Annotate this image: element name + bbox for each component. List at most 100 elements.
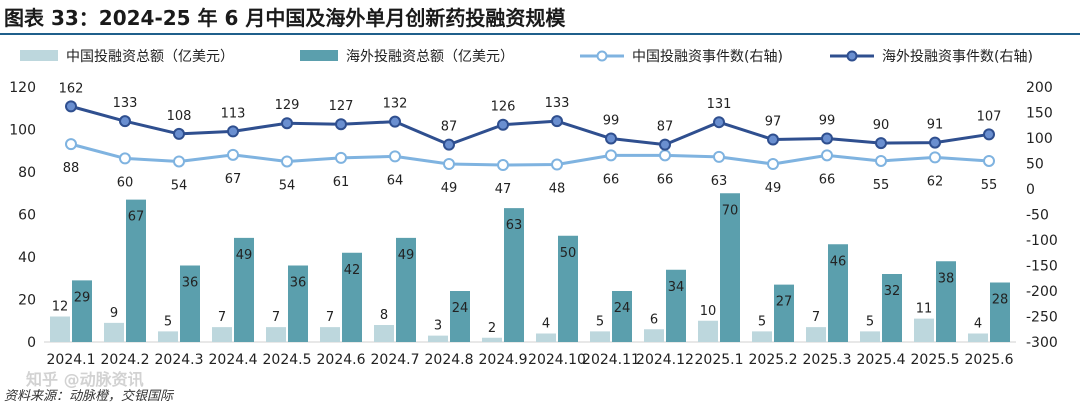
china-events-point bbox=[119, 152, 131, 165]
y-right-tick-label: -300 bbox=[1026, 335, 1058, 351]
legend-swatch-2 bbox=[300, 50, 338, 61]
bar-china-amount-label: 10 bbox=[700, 304, 717, 319]
overseas-events-point bbox=[605, 132, 617, 145]
bar-china-amount bbox=[752, 331, 772, 342]
bar-overseas-amount-label: 38 bbox=[938, 271, 955, 286]
overseas-events-point bbox=[983, 128, 995, 141]
china-events-point bbox=[497, 159, 509, 172]
bar-overseas-amount bbox=[936, 261, 956, 342]
overseas-events-label: 133 bbox=[113, 96, 138, 111]
y-left-tick-label: 100 bbox=[9, 123, 36, 139]
y-left-tick-label: 80 bbox=[18, 165, 36, 181]
bar-overseas-amount-label: 46 bbox=[830, 254, 847, 269]
x-tick-label: 2025.2 bbox=[749, 352, 798, 368]
bar-china-amount bbox=[698, 320, 718, 342]
bar-overseas-amount bbox=[342, 252, 362, 342]
bar-overseas-amount-label: 42 bbox=[344, 263, 361, 278]
bar-overseas-amount-label: 67 bbox=[128, 210, 145, 225]
bar-china-amount-label: 4 bbox=[974, 317, 982, 332]
bar-overseas-amount-label: 49 bbox=[236, 248, 253, 263]
overseas-events-label: 87 bbox=[657, 120, 674, 135]
bar-overseas-amount-label: 34 bbox=[668, 280, 685, 295]
legend-label-3: 中国投融资事件数(右轴) bbox=[632, 49, 783, 65]
x-tick-label: 2024.4 bbox=[209, 352, 258, 368]
china-events-point bbox=[983, 154, 995, 167]
bar-china-amount bbox=[374, 325, 394, 342]
china-events-point bbox=[875, 154, 887, 167]
bar-china-amount bbox=[590, 331, 610, 342]
bar-china-amount bbox=[320, 327, 340, 342]
overseas-events-label: 87 bbox=[441, 120, 458, 135]
y-right-tick-label: 0 bbox=[1026, 182, 1035, 198]
x-tick-label: 2024.3 bbox=[155, 352, 204, 368]
china-events-label: 67 bbox=[225, 172, 242, 187]
overseas-events-label: 127 bbox=[329, 99, 354, 114]
bar-china-amount-label: 5 bbox=[164, 314, 172, 329]
overseas-events-label: 132 bbox=[383, 97, 408, 112]
bar-overseas-amount-label: 70 bbox=[722, 203, 739, 218]
china-events-point bbox=[659, 149, 671, 162]
china-events-label: 66 bbox=[603, 172, 620, 187]
bar-overseas-amount bbox=[666, 269, 686, 342]
bar-china-amount bbox=[428, 335, 448, 342]
bar-china-amount-label: 9 bbox=[110, 306, 118, 321]
bar-china-amount-label: 5 bbox=[596, 314, 604, 329]
bar-china-amount bbox=[536, 333, 556, 342]
overseas-events-point bbox=[65, 100, 77, 113]
bar-overseas-amount bbox=[774, 284, 794, 342]
bar-china-amount-label: 11 bbox=[916, 302, 933, 317]
bar-overseas-amount bbox=[288, 265, 308, 342]
y-left-tick-label: 0 bbox=[27, 335, 36, 351]
watermark: 知乎 @动脉资讯 bbox=[26, 370, 144, 389]
bar-china-amount-label: 2 bbox=[488, 321, 496, 336]
bar-overseas-amount bbox=[720, 193, 740, 342]
x-tick-label: 2025.3 bbox=[803, 352, 852, 368]
bar-overseas-amount bbox=[504, 208, 524, 342]
china-events-label: 54 bbox=[279, 178, 296, 193]
bar-overseas-amount bbox=[612, 291, 632, 342]
x-tick-label: 2024.2 bbox=[101, 352, 150, 368]
overseas-events-line bbox=[70, 104, 990, 147]
y-right-tick-label: 100 bbox=[1026, 131, 1053, 147]
x-tick-label: 2024.12 bbox=[636, 352, 694, 368]
bar-overseas-amount bbox=[234, 237, 254, 342]
overseas-events-point bbox=[767, 133, 779, 146]
overseas-events-point bbox=[713, 116, 725, 129]
bar-china-amount-label: 6 bbox=[650, 312, 658, 327]
bar-overseas-amount-label: 24 bbox=[452, 301, 469, 316]
legend-marker-4 bbox=[846, 50, 858, 62]
chart-title: 图表 33：2024-25 年 6 月中国及海外单月创新药投融资规模 bbox=[4, 6, 566, 30]
overseas-events-label: 90 bbox=[873, 118, 890, 133]
china-events-label: 64 bbox=[387, 173, 404, 188]
bar-china-amount bbox=[860, 331, 880, 342]
china-events-point bbox=[173, 155, 185, 168]
y-right-tick-label: 150 bbox=[1026, 106, 1053, 122]
overseas-events-point bbox=[659, 138, 671, 151]
china-events-point bbox=[335, 151, 347, 164]
bar-overseas-amount bbox=[828, 244, 848, 342]
legend-marker-3 bbox=[596, 50, 608, 62]
legend-label-2: 海外投融资总额（亿美元） bbox=[346, 49, 514, 65]
bar-overseas-amount-label: 32 bbox=[884, 284, 901, 299]
overseas-events-label: 133 bbox=[545, 96, 570, 111]
overseas-events-point bbox=[443, 138, 455, 151]
bar-china-amount bbox=[212, 327, 232, 342]
bar-overseas-amount-label: 28 bbox=[992, 293, 1009, 308]
overseas-events-label: 162 bbox=[59, 81, 84, 96]
overseas-events-point bbox=[929, 136, 941, 149]
x-tick-label: 2024.8 bbox=[425, 352, 474, 368]
legend-swatch-1 bbox=[20, 50, 58, 61]
overseas-events-label: 97 bbox=[765, 115, 782, 130]
source-note: 资料来源：动脉橙，交银国际 bbox=[4, 389, 174, 404]
bar-overseas-amount-label: 24 bbox=[614, 301, 631, 316]
bar-overseas-amount bbox=[558, 235, 578, 342]
bar-overseas-amount-label: 49 bbox=[398, 248, 415, 263]
china-events-label: 61 bbox=[333, 175, 350, 190]
bar-china-amount-label: 7 bbox=[326, 310, 334, 325]
y-right-tick-label: 200 bbox=[1026, 80, 1053, 96]
bar-china-amount-label: 8 bbox=[380, 308, 388, 323]
china-events-label: 47 bbox=[495, 182, 512, 197]
bar-overseas-amount bbox=[180, 265, 200, 342]
x-tick-label: 2024.10 bbox=[528, 352, 586, 368]
overseas-events-point bbox=[551, 115, 563, 128]
